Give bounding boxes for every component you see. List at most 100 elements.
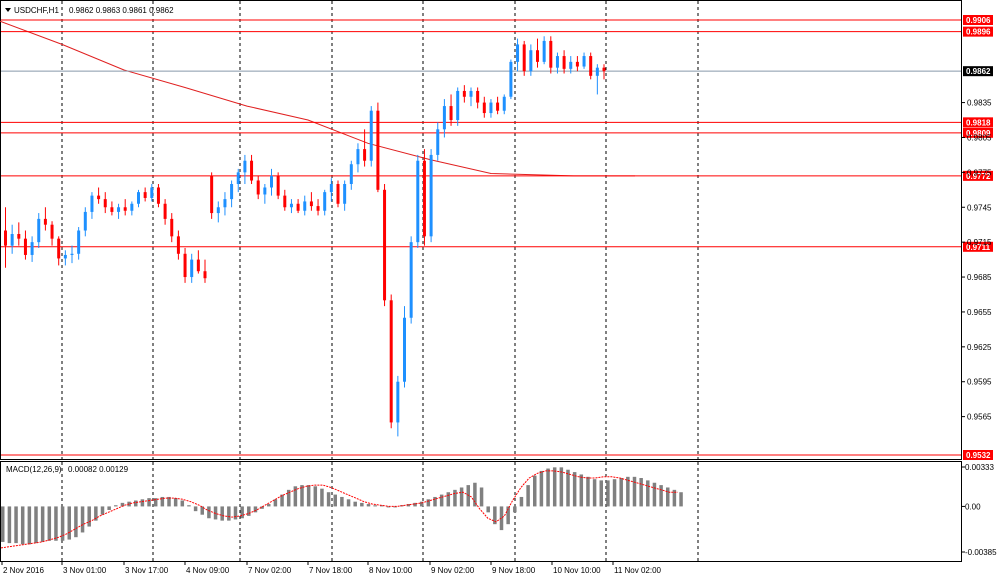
- candle-body-85: [569, 61, 573, 69]
- candle-body-59: [396, 381, 400, 423]
- candle-50: [336, 180, 340, 208]
- macd-panel-frame: [0, 461, 962, 562]
- price-tick-4: 0.9715: [967, 238, 992, 247]
- macd-bar-65: [433, 496, 437, 507]
- candle-body-61: [409, 242, 413, 318]
- macd-bar-31: [207, 506, 211, 519]
- price-tick-8: 0.9595: [967, 378, 992, 387]
- candle-68: [456, 87, 460, 126]
- macd-bar-63: [419, 501, 424, 507]
- candle-body-15: [103, 199, 107, 208]
- price-tick-3: 0.9745: [967, 203, 992, 212]
- candle-4: [30, 236, 34, 262]
- candle-45: [303, 195, 307, 216]
- candlesticks: [4, 36, 606, 437]
- macd-bar-62: [413, 502, 417, 507]
- main-panel-frame: [0, 0, 962, 460]
- candle-body-0: [4, 230, 7, 246]
- candle-body-57: [383, 189, 387, 301]
- time-separators: [61, 1, 699, 561]
- macd-bar-82: [546, 468, 550, 507]
- candle-85: [569, 56, 573, 74]
- time-label-4: 7 Nov 02:00: [248, 566, 292, 575]
- candle-body-83: [555, 56, 559, 68]
- candle-84: [562, 50, 566, 74]
- candle-54: [363, 129, 367, 167]
- macd-bar-70: [466, 485, 470, 507]
- candle-57: [383, 183, 387, 307]
- macd-bar-17: [114, 505, 118, 507]
- dropdown-triangle-icon[interactable]: [5, 8, 11, 12]
- candle-70: [469, 87, 473, 107]
- candle-body-62: [416, 160, 420, 243]
- macd-bar-41: [273, 499, 278, 507]
- macd-bar-40: [267, 504, 271, 507]
- macd-bar-4: [27, 506, 32, 545]
- macd-bar-97: [646, 480, 650, 507]
- candle-51: [343, 180, 347, 211]
- macd-bar-59: [393, 506, 397, 508]
- price-tick-9: 0.9565: [967, 413, 992, 422]
- macd-bar-84: [559, 467, 564, 507]
- macd-bar-7: [47, 506, 52, 541]
- macd-bar-45: [300, 485, 304, 507]
- candle-36: [243, 154, 247, 184]
- candle-body-69: [462, 90, 466, 97]
- macd-bar-87: [579, 474, 584, 507]
- candle-49: [329, 178, 333, 202]
- macd-bar-27: [180, 500, 185, 507]
- candle-80: [536, 38, 539, 68]
- macd-bar-99: [659, 485, 663, 507]
- macd-bar-11: [74, 506, 78, 538]
- moving-average: [0, 20, 635, 177]
- price-axis: 0.9835 0.9805 0.9775 0.9745 0.9715 0.9685 0.96…: [961, 99, 992, 422]
- candle-body-21: [143, 192, 147, 198]
- candle-body-12: [83, 211, 87, 231]
- macd-bar-20: [134, 500, 138, 507]
- candle-body-5: [37, 218, 41, 243]
- macd-bar-1: [7, 506, 12, 544]
- macd-bar-34: [227, 506, 231, 521]
- candle-43: [289, 199, 293, 214]
- candle-6: [43, 207, 47, 231]
- candle-8: [57, 236, 61, 266]
- candle-body-3: [23, 238, 27, 255]
- candle-body-86: [575, 61, 579, 67]
- macd-bar-71: [473, 482, 477, 507]
- macd-bar-90: [599, 480, 603, 507]
- macd-bar-49: [326, 492, 331, 507]
- candle-46: [309, 192, 313, 211]
- candle-62: [416, 154, 420, 248]
- candle-body-44: [296, 203, 300, 211]
- candle-body-72: [482, 102, 486, 114]
- candle-body-20: [137, 192, 140, 204]
- candle-body-88: [589, 56, 593, 76]
- candle-body-49: [329, 183, 333, 193]
- macd-bar-43: [286, 489, 291, 507]
- macd-bar-92: [612, 479, 617, 507]
- candle-body-2: [17, 234, 21, 239]
- macd-bar-35: [233, 506, 238, 520]
- candle-76: [509, 59, 513, 100]
- candle-60: [403, 306, 406, 388]
- macd-bar-46: [306, 485, 311, 507]
- price-tick-0: 0.9835: [967, 99, 992, 108]
- macd-bar-33: [220, 506, 224, 521]
- candle-33: [223, 192, 227, 216]
- ohlc-label: 0.9862 0.9863 0.9861 0.9862: [69, 6, 174, 15]
- candle-body-65: [436, 129, 440, 155]
- candle-89: [595, 64, 599, 95]
- candle-body-53: [356, 149, 360, 165]
- candle-64: [429, 149, 433, 243]
- candle-31: [210, 172, 214, 219]
- candle-35: [236, 168, 240, 193]
- candle-18: [123, 199, 127, 216]
- level-tag-5: [963, 241, 993, 252]
- candle-body-38: [256, 180, 260, 195]
- macd-bar-47: [313, 486, 318, 507]
- macd-bar-51: [340, 496, 344, 507]
- macd-bar-75: [499, 506, 504, 531]
- macd-bar-12: [80, 506, 85, 533]
- candle-body-87: [582, 56, 586, 67]
- macd-bar-21: [140, 499, 145, 507]
